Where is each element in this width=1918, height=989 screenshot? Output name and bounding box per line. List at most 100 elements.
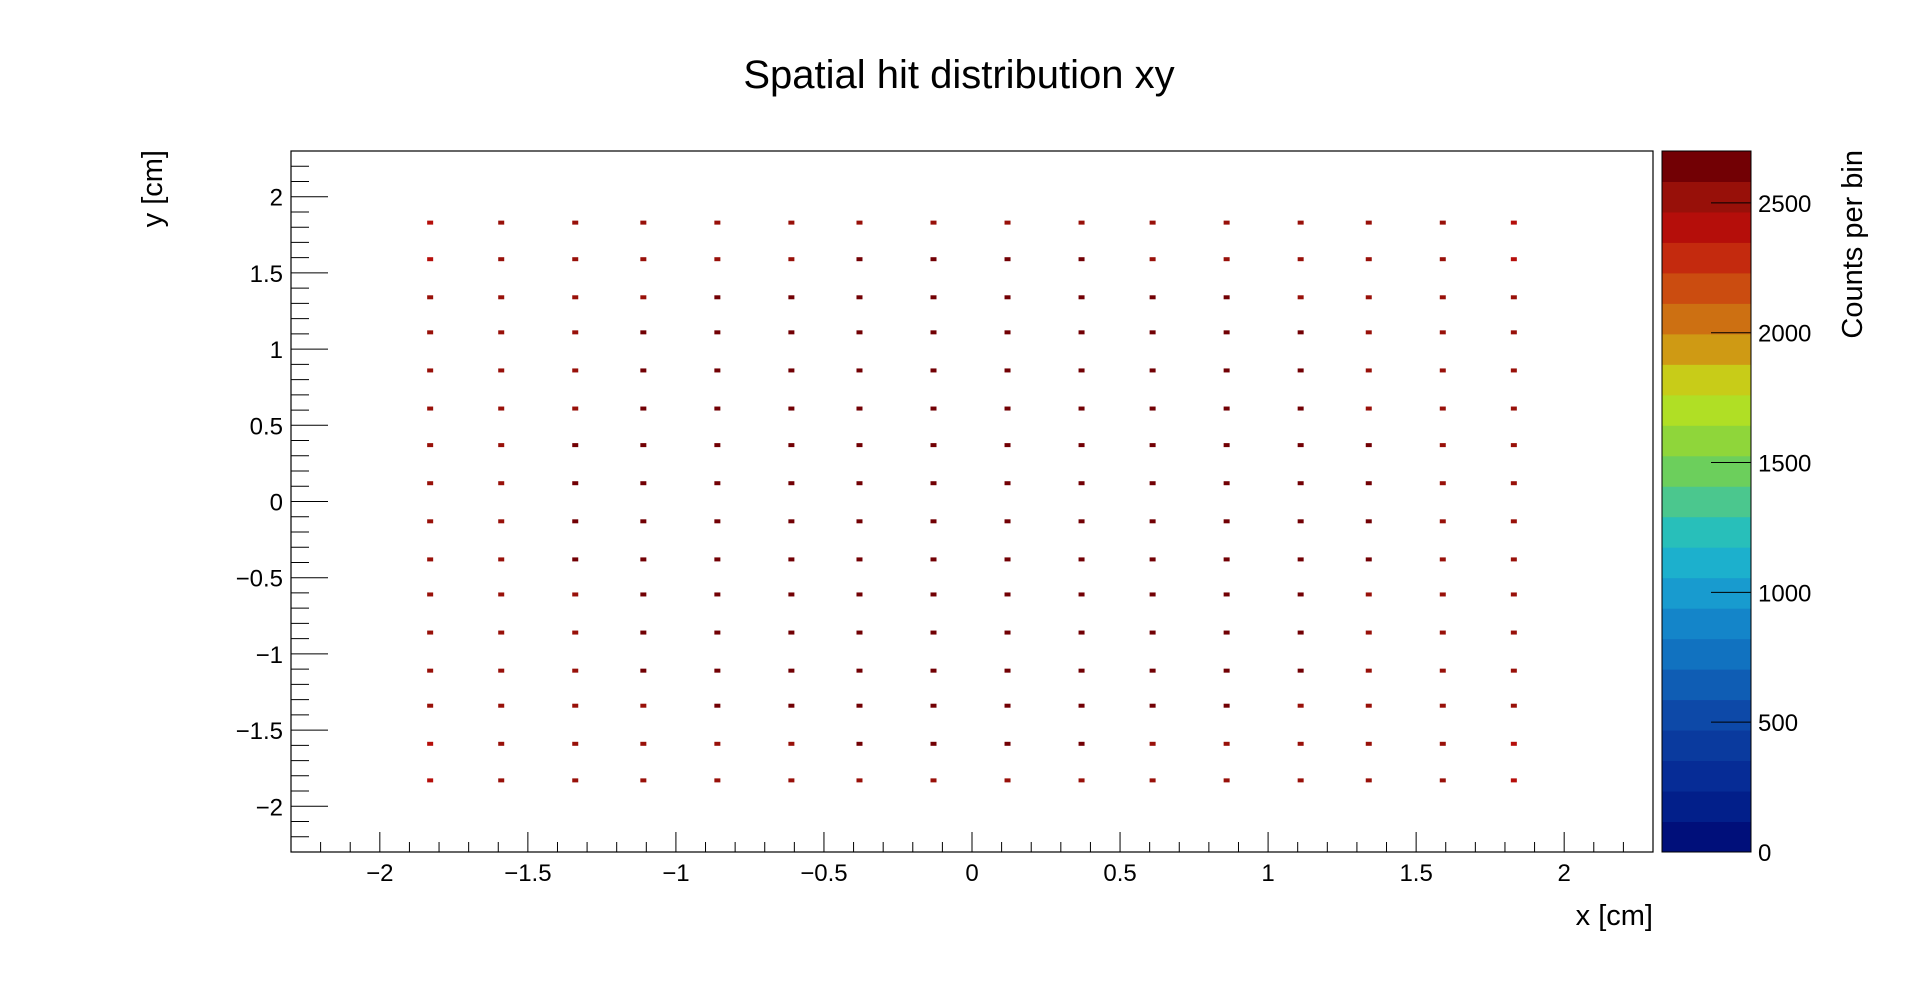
heatmap-cell <box>714 220 721 225</box>
heatmap-cell <box>1297 703 1304 708</box>
heatmap-cell <box>1439 330 1446 335</box>
heatmap-cell <box>498 368 505 373</box>
color-scale-band <box>1662 516 1751 548</box>
heatmap-cell <box>788 220 795 225</box>
heatmap-cell <box>856 368 863 373</box>
color-scale-band <box>1662 425 1751 457</box>
heatmap-cell <box>427 519 434 524</box>
plot-frame <box>290 150 1654 853</box>
heatmap-cell <box>427 295 434 300</box>
heatmap-cell <box>1439 368 1446 373</box>
heatmap-cell <box>1510 330 1517 335</box>
heatmap-cell <box>1149 481 1156 486</box>
heatmap-cell <box>1223 368 1230 373</box>
color-scale-label: Counts per bin <box>1837 150 1869 339</box>
heatmap-cell <box>1510 592 1517 597</box>
heatmap-cell <box>1510 220 1517 225</box>
heatmap-cell <box>856 741 863 746</box>
color-scale-band <box>1662 577 1751 609</box>
heatmap-cell <box>498 330 505 335</box>
heatmap-cell <box>572 557 579 562</box>
heatmap-cell <box>498 630 505 635</box>
heatmap-cell <box>1004 592 1011 597</box>
heatmap-cell <box>930 778 937 783</box>
heatmap-cell <box>1510 257 1517 262</box>
heatmap-cell <box>498 443 505 448</box>
heatmap-cell <box>640 703 647 708</box>
x-tick-label: 1 <box>1261 860 1274 887</box>
heatmap-cell <box>1004 295 1011 300</box>
plot-area <box>290 150 1654 853</box>
heatmap-cell <box>856 778 863 783</box>
heatmap-cell <box>1510 443 1517 448</box>
heatmap-cell <box>1223 519 1230 524</box>
heatmap-cell <box>1078 330 1085 335</box>
heatmap-cell <box>1004 778 1011 783</box>
heatmap-cell <box>1365 257 1372 262</box>
heatmap-cell <box>1004 703 1011 708</box>
heatmap-cell <box>930 519 937 524</box>
heatmap-cell <box>1078 406 1085 411</box>
heatmap-cell <box>1365 368 1372 373</box>
heatmap-cell <box>498 519 505 524</box>
heatmap-cell <box>1078 557 1085 562</box>
heatmap-cell <box>788 668 795 673</box>
heatmap-cell <box>498 668 505 673</box>
heatmap-cell <box>572 668 579 673</box>
heatmap-cell <box>1004 368 1011 373</box>
heatmap-cell <box>788 257 795 262</box>
heatmap-cell <box>1223 295 1230 300</box>
y-axis: −2 −1.5 −1 −0.5 0 0.5 1 1.5 2 <box>236 150 328 853</box>
heatmap-cell <box>1439 668 1446 673</box>
heatmap-cell <box>1004 481 1011 486</box>
heatmap-cell <box>1439 519 1446 524</box>
heatmap-cell <box>856 519 863 524</box>
heatmap-cell <box>640 481 647 486</box>
heatmap-cell <box>1149 741 1156 746</box>
heatmap-cell <box>930 368 937 373</box>
heatmap-cell <box>714 668 721 673</box>
heatmap-cell <box>427 668 434 673</box>
heatmap-cell <box>1078 481 1085 486</box>
heatmap-cell <box>1297 220 1304 225</box>
heatmap-cell <box>930 703 937 708</box>
heatmap-cell <box>1510 630 1517 635</box>
x-tick-label: −0.5 <box>800 860 847 887</box>
heatmap-cell <box>427 481 434 486</box>
heatmap-cell <box>1297 443 1304 448</box>
heatmap-cell <box>1510 295 1517 300</box>
heatmap-cell <box>788 443 795 448</box>
heatmap-cell <box>640 295 647 300</box>
heatmap-cell <box>1297 557 1304 562</box>
heatmap-cell <box>1365 519 1372 524</box>
heatmap-cell <box>640 443 647 448</box>
heatmap-cell <box>640 592 647 597</box>
x-tick-label: −2 <box>366 860 393 887</box>
heatmap-cell <box>788 519 795 524</box>
heatmap-cell <box>1004 220 1011 225</box>
heatmap-cell <box>856 257 863 262</box>
heatmap-cell <box>1439 778 1446 783</box>
heatmap-cell <box>1004 557 1011 562</box>
color-scale-band <box>1662 760 1751 792</box>
heatmap-cell <box>1365 481 1372 486</box>
heatmap-cell <box>427 443 434 448</box>
heatmap-cell <box>1223 257 1230 262</box>
heatmap-cell <box>856 330 863 335</box>
heatmap-cell <box>1439 257 1446 262</box>
heatmap-cell <box>1297 330 1304 335</box>
color-scale-band <box>1662 669 1751 701</box>
heatmap-cell <box>1149 668 1156 673</box>
heatmap-cell <box>1297 519 1304 524</box>
heatmap-cell <box>714 368 721 373</box>
heatmap-cell <box>1004 330 1011 335</box>
heatmap-cell <box>427 592 434 597</box>
heatmap-cell <box>1365 295 1372 300</box>
heatmap-cell <box>640 630 647 635</box>
heatmap-cell <box>714 592 721 597</box>
heatmap-cell <box>572 703 579 708</box>
heatmap-cell <box>1297 406 1304 411</box>
heatmap-cell <box>714 481 721 486</box>
heatmap-cell <box>1149 443 1156 448</box>
heatmap-cell <box>1297 592 1304 597</box>
